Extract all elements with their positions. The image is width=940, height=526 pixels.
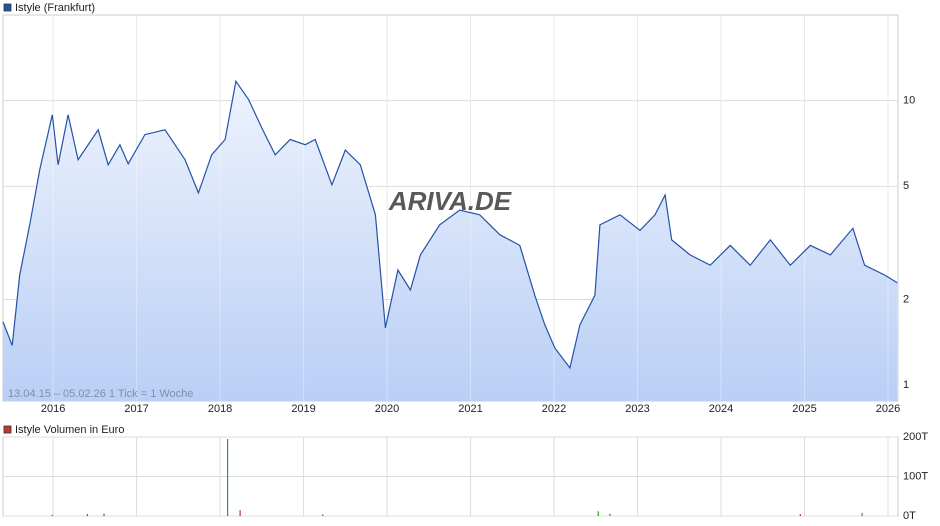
x-tick-label: 2023	[625, 403, 649, 415]
price-area	[3, 81, 898, 402]
watermark: ARIVA.DE	[388, 186, 512, 216]
x-tick-label: 2016	[41, 403, 65, 415]
y-tick-label: 5	[903, 180, 909, 192]
x-tick-label: 2021	[458, 403, 482, 415]
x-tick-label: 2024	[709, 403, 733, 415]
legend-swatch	[3, 3, 12, 12]
x-tick-label: 2019	[291, 403, 315, 415]
y-tick-label: 1	[903, 379, 909, 391]
legend-swatch	[3, 425, 12, 434]
x-tick-label: 2026	[876, 403, 900, 415]
y-tick-label: 2	[903, 293, 909, 305]
x-tick-label: 2018	[208, 403, 232, 415]
x-tick-label: 2022	[542, 403, 566, 415]
x-tick-label: 2017	[124, 403, 148, 415]
legend-label: Istyle (Frankfurt)	[15, 2, 95, 14]
y-tick-label: 100T	[903, 470, 928, 482]
price-line	[2, 79, 898, 370]
y-tick-label: 200T	[903, 431, 928, 443]
x-tick-label: 2025	[792, 403, 816, 415]
legend-label: Istyle Volumen in Euro	[15, 424, 124, 436]
y-tick-label: 0T	[903, 510, 916, 522]
range-note: 13.04.15 – 05.02.26 1 Tick = 1 Woche	[8, 388, 193, 400]
y-tick-label: 10	[903, 95, 915, 107]
x-tick-label: 2020	[375, 403, 399, 415]
